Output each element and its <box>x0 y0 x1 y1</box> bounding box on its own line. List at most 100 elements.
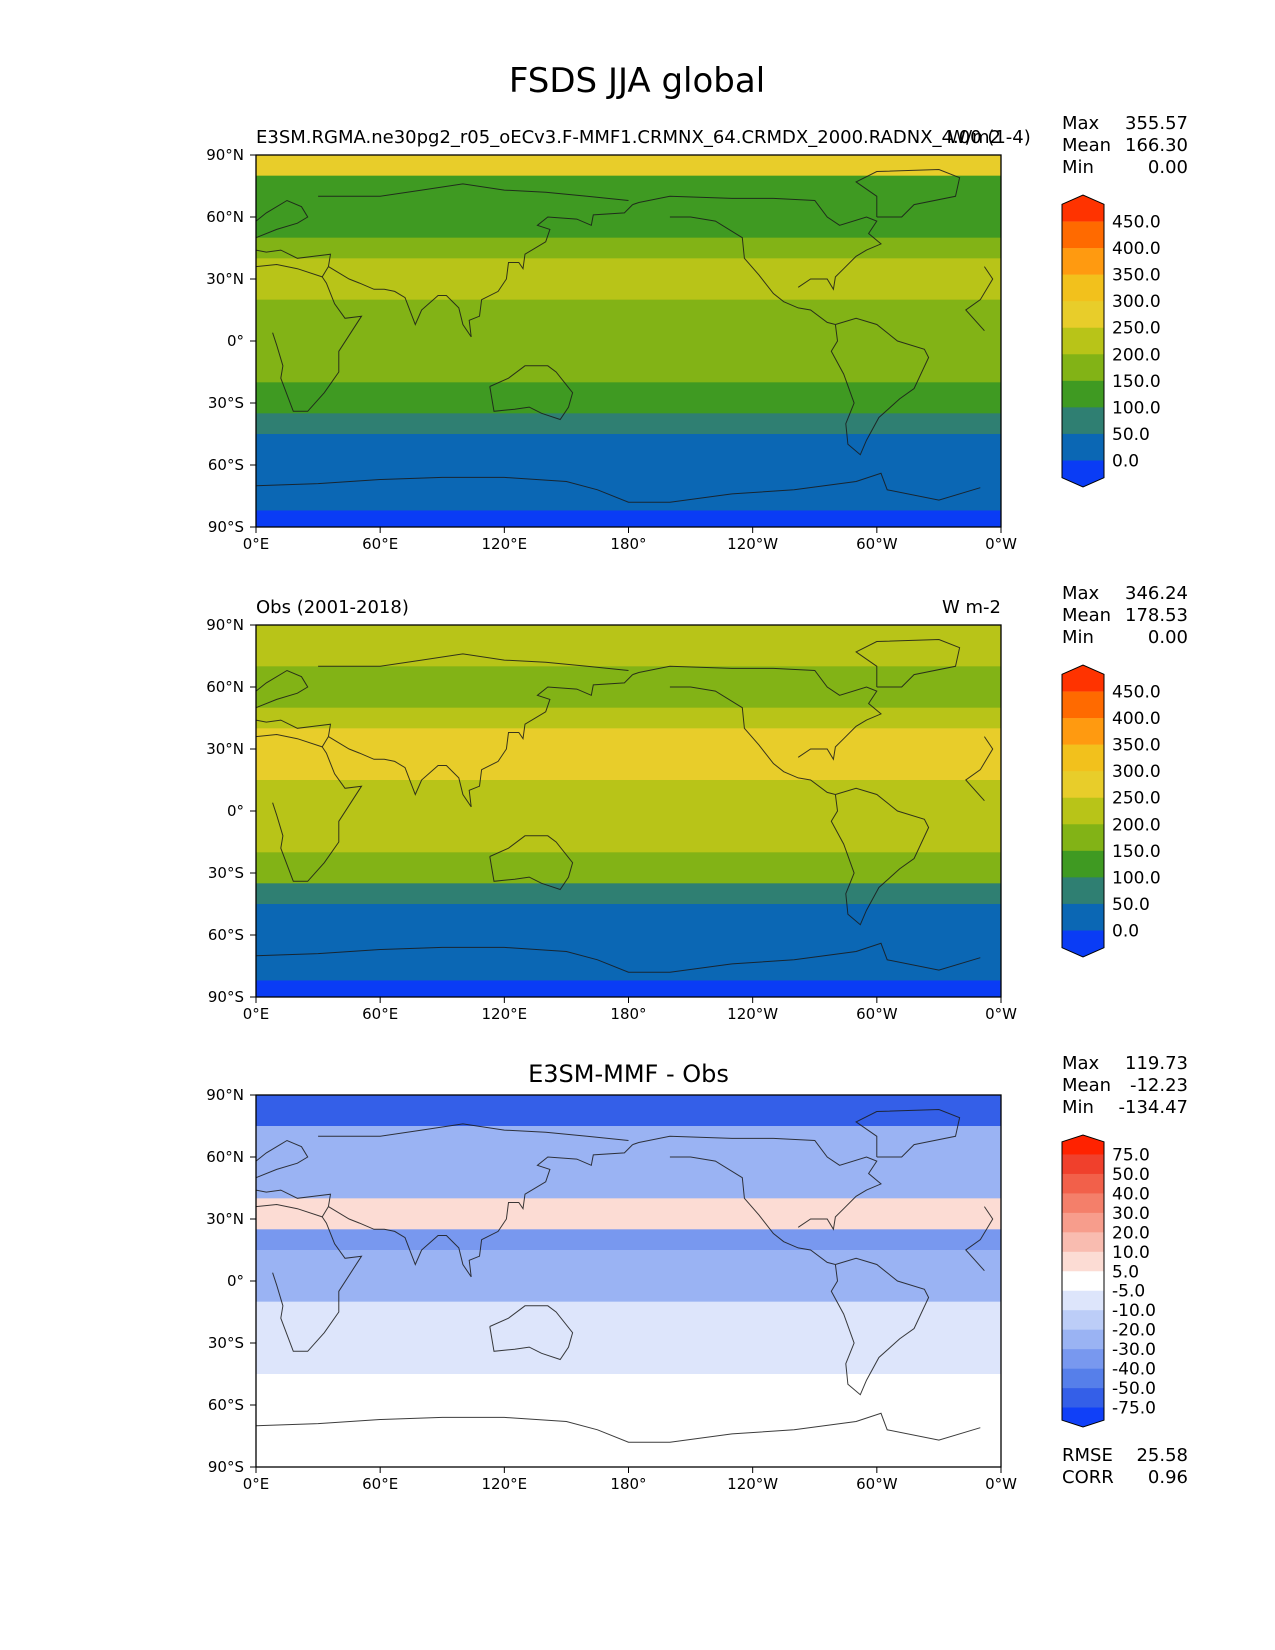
x-tick-label: 60°E <box>362 535 398 553</box>
colorbar-segment <box>1062 877 1104 905</box>
field-band <box>256 155 1001 177</box>
field-band <box>256 1198 1001 1230</box>
coastline <box>328 204 633 338</box>
stat-value: 166.30 <box>1125 135 1188 156</box>
colorbar-label: 250.0 <box>1112 319 1161 339</box>
panel-test: 0°E 60°E 120°E 180° 120°W 60°W 0°W 90°N 60°N 30°N… <box>206 113 1188 553</box>
coastline <box>318 1123 629 1141</box>
x-tick-label: 180° <box>610 1475 646 1493</box>
colorbar-label: 150.0 <box>1112 842 1161 862</box>
y-tick-label: 60°N <box>206 208 244 226</box>
colorbar-segment <box>1062 1310 1104 1330</box>
colorbar-segment <box>1062 460 1104 487</box>
coastline <box>255 1189 332 1218</box>
coastline <box>255 1139 309 1179</box>
y-tick-label: 90°S <box>208 1458 244 1476</box>
figure-title: FSDS JJA global <box>509 61 765 101</box>
field-band <box>256 299 1001 383</box>
colorbar-label: 0.0 <box>1112 451 1139 471</box>
coastline <box>255 719 332 748</box>
field-band <box>256 434 1001 511</box>
stat-label: Min <box>1062 157 1094 178</box>
coastline <box>272 266 994 412</box>
field-band <box>256 780 1001 853</box>
colorbar-label: -40.0 <box>1112 1360 1156 1380</box>
colorbar-label: 400.0 <box>1112 239 1161 259</box>
colorbar-segment <box>1062 301 1104 329</box>
stat-label: Max <box>1062 1053 1100 1074</box>
coastline <box>318 653 629 671</box>
y-tick-label: 30°N <box>206 1210 244 1228</box>
colorbar-label: -5.0 <box>1112 1282 1145 1302</box>
colorbar-label: 10.0 <box>1112 1243 1150 1263</box>
colorbar-segment <box>1062 903 1104 931</box>
x-tick-label: 0°W <box>985 1005 1017 1023</box>
colorbar-segment <box>1062 221 1104 249</box>
coastline <box>489 1305 574 1361</box>
y-tick-label: 30°N <box>206 270 244 288</box>
colorbar-label: 300.0 <box>1112 292 1161 312</box>
field-band <box>256 1374 1001 1468</box>
stat-value: -12.23 <box>1130 1075 1188 1096</box>
coastline <box>855 1108 961 1158</box>
colorbar-segment <box>1062 718 1104 745</box>
colorbar-segment <box>1062 1154 1104 1175</box>
coastline <box>318 183 629 201</box>
coastline <box>632 195 882 291</box>
panels: 0°E 60°E 120°E 180° 120°W 60°W 0°W 90°N 60°N 30°N… <box>206 113 1188 1493</box>
x-tick-label: 120°E <box>482 535 528 553</box>
coastline <box>632 665 882 761</box>
coastline <box>328 1144 633 1278</box>
colorbar-label: -30.0 <box>1112 1340 1156 1360</box>
y-tick-label: 30°S <box>208 1334 244 1352</box>
rmse-label: RMSE <box>1062 1445 1113 1466</box>
stat-value: -134.47 <box>1119 1097 1188 1118</box>
colorbar-segment <box>1062 744 1104 772</box>
colorbar-label: 0.0 <box>1112 921 1139 941</box>
stat-label: Max <box>1062 113 1100 134</box>
colorbar-label: 50.0 <box>1112 425 1150 445</box>
coastline <box>830 317 930 456</box>
colorbar-outline <box>1061 664 1105 958</box>
y-tick-label: 90°N <box>206 146 244 164</box>
y-tick-label: 60°N <box>206 678 244 696</box>
colorbar-label: 200.0 <box>1112 345 1161 365</box>
y-tick-label: 0° <box>227 332 244 350</box>
field-band <box>256 382 1001 414</box>
colorbar-label: -10.0 <box>1112 1301 1156 1321</box>
x-tick-label: 60°W <box>856 535 898 553</box>
x-tick-label: 0°E <box>243 1005 270 1023</box>
field-band <box>256 728 1001 781</box>
coastline <box>669 1156 836 1265</box>
colorbar-label: 400.0 <box>1112 709 1161 729</box>
colorbar-outline <box>1061 1134 1105 1428</box>
rmse-value: 25.58 <box>1136 1445 1188 1466</box>
field-band <box>256 904 1001 981</box>
x-tick-label: 180° <box>610 1005 646 1023</box>
x-tick-label: 60°W <box>856 1475 898 1493</box>
colorbar-label: 200.0 <box>1112 815 1161 835</box>
colorbar-label: -50.0 <box>1112 1379 1156 1399</box>
y-tick-label: 30°S <box>208 394 244 412</box>
colorbar-label: 450.0 <box>1112 683 1161 703</box>
colorbar-segment <box>1062 327 1104 355</box>
colorbar-label: 5.0 <box>1112 1262 1139 1282</box>
coastline <box>855 168 961 218</box>
coastline <box>255 472 981 503</box>
x-tick-label: 120°E <box>482 1475 528 1493</box>
stat-value: 346.24 <box>1125 583 1188 604</box>
y-tick-label: 30°N <box>206 740 244 758</box>
map-reference <box>255 625 1001 998</box>
panel-title-left: Obs (2001-2018) <box>256 597 409 618</box>
x-tick-label: 180° <box>610 535 646 553</box>
colorbar-segment <box>1062 407 1104 435</box>
field-band <box>256 980 1001 998</box>
map-test <box>255 155 1001 528</box>
corr-value: 0.96 <box>1148 1467 1188 1488</box>
colorbar-label: 350.0 <box>1112 736 1161 756</box>
panel-reference: 0°E 60°E 120°E 180° 120°W 60°W 0°W 90°N 60°N 30°N… <box>206 583 1188 1023</box>
stat-value: 0.00 <box>1148 157 1188 178</box>
field-band <box>256 1343 1001 1375</box>
y-tick-label: 90°N <box>206 1086 244 1104</box>
